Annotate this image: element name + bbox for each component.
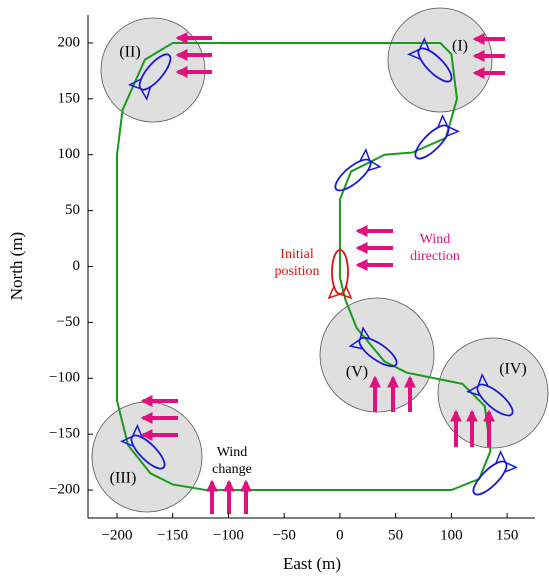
- airship-body: [472, 460, 508, 496]
- annotation: Initial: [280, 247, 314, 262]
- y-tick-label: 150: [58, 90, 81, 106]
- airship: [406, 36, 453, 83]
- x-label: East (m): [283, 554, 341, 573]
- y-tick-label: 200: [58, 34, 81, 50]
- airship-body: [358, 336, 398, 368]
- y-tick-label: 0: [73, 258, 81, 274]
- x-tick-label: 100: [440, 527, 463, 543]
- region-label: (II): [119, 44, 140, 61]
- region-circle: [437, 337, 549, 449]
- y-tick-label: −200: [49, 481, 80, 497]
- airship: [414, 113, 461, 160]
- airship: [334, 147, 382, 192]
- x-tick-label: −100: [213, 527, 244, 543]
- region-label: (V): [346, 364, 368, 381]
- y-tick-label: −50: [57, 314, 80, 330]
- airship-body: [138, 53, 172, 91]
- x-tick-label: −50: [272, 527, 295, 543]
- airship-fins: [327, 285, 353, 300]
- airship-body: [414, 124, 450, 160]
- airships: [119, 36, 519, 496]
- airship: [466, 372, 514, 417]
- x-tick-label: −200: [101, 527, 132, 543]
- airship-body: [331, 249, 349, 295]
- annotation: Wind: [420, 232, 451, 247]
- region-label: (IV): [499, 361, 527, 378]
- x-tick-label: 150: [496, 527, 519, 543]
- x-tick-label: 50: [388, 527, 403, 543]
- wind-arrows: [140, 32, 505, 514]
- region-circle: [387, 7, 493, 113]
- y-tick-label: −100: [49, 370, 80, 386]
- y-tick-label: 100: [58, 146, 81, 162]
- trajectory: [115, 41, 492, 492]
- region-label: (III): [110, 470, 137, 487]
- x-tick-label: −150: [157, 527, 188, 543]
- annotation: change: [212, 462, 252, 477]
- y-tick-label: −150: [49, 426, 80, 442]
- airship: [472, 449, 519, 496]
- annotation: direction: [410, 249, 460, 264]
- airship-body: [417, 47, 453, 83]
- airship-body: [334, 158, 372, 192]
- region-label: (I): [452, 38, 468, 55]
- x-tick-label: 0: [336, 527, 344, 543]
- airship: [119, 423, 166, 470]
- airship: [327, 249, 353, 300]
- airship-body: [476, 383, 514, 417]
- y-tick-label: 50: [65, 202, 80, 218]
- y-label: North (m): [7, 232, 26, 300]
- annotation: position: [274, 264, 319, 279]
- annotation: Wind: [217, 445, 248, 460]
- airship: [127, 53, 172, 101]
- airship: [348, 326, 398, 368]
- airship-body: [130, 434, 166, 470]
